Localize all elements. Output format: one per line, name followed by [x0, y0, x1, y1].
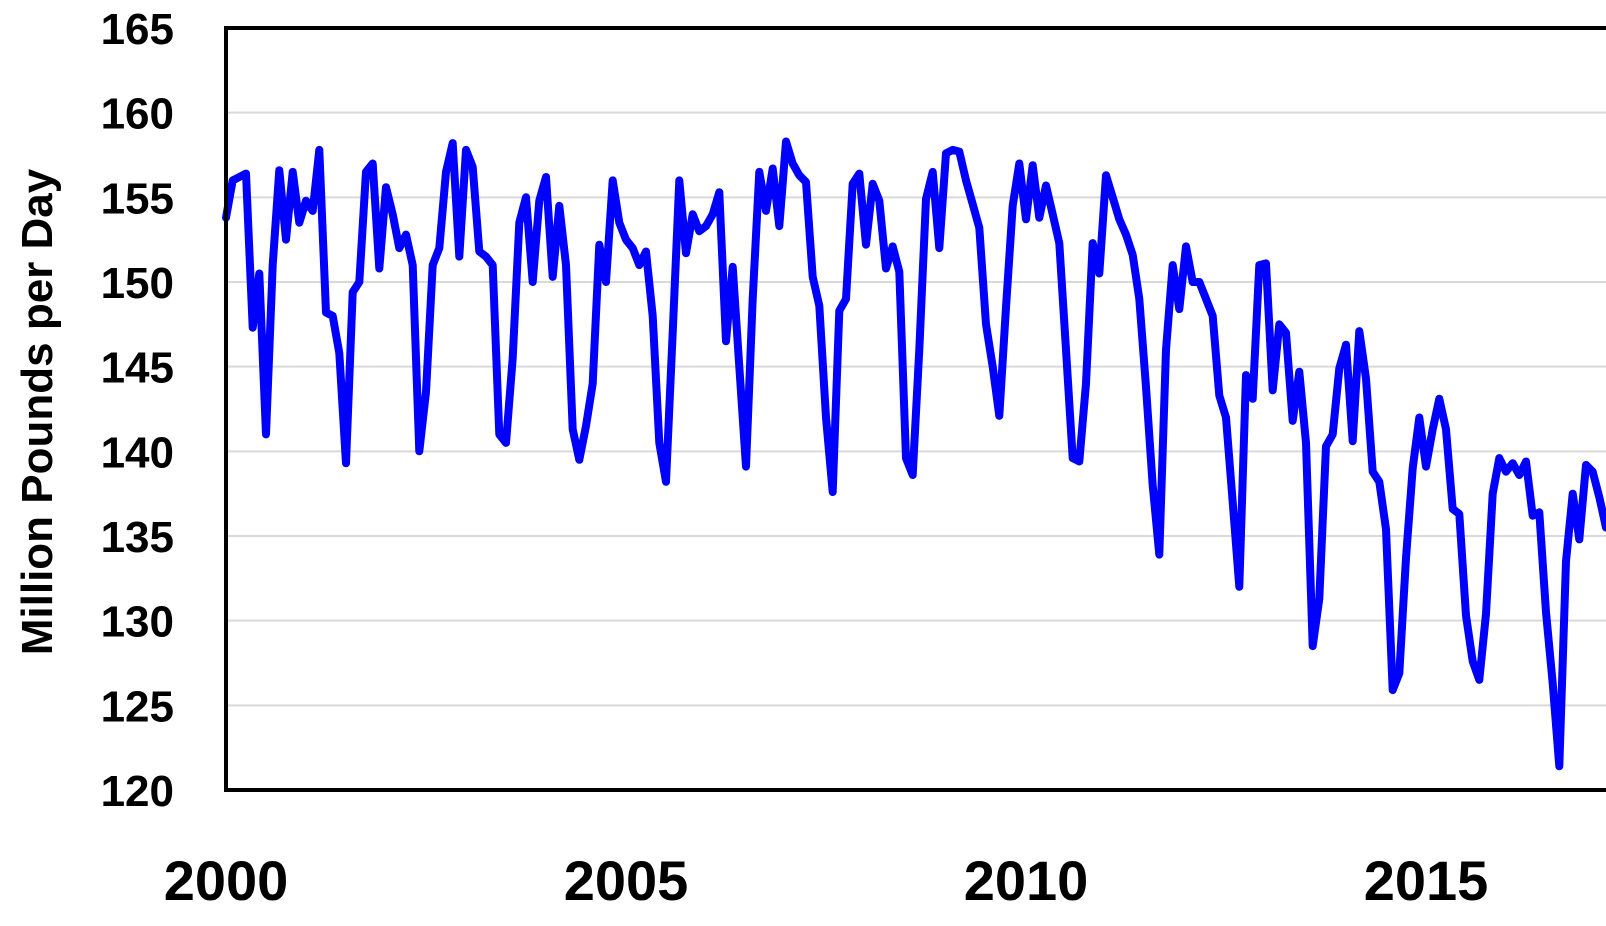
y-axis-title: Million Pounds per Day	[13, 168, 62, 655]
x-tick-label-2005: 2005	[564, 849, 689, 912]
x-tick-label-2010: 2010	[964, 849, 1089, 912]
y-tick-label-140: 140	[101, 428, 174, 477]
y-tick-label-130: 130	[101, 598, 174, 647]
y-axis-ticks: 120 125 130 135 140 145 150 155 160 165	[101, 5, 174, 816]
y-tick-label-150: 150	[101, 259, 174, 308]
plot-frame	[224, 26, 1606, 792]
x-tick-label-2015: 2015	[1364, 849, 1489, 912]
y-tick-label-120: 120	[101, 767, 174, 816]
y-tick-label-165: 165	[101, 5, 174, 54]
y-tick-label-145: 145	[101, 344, 174, 393]
y-tick-label-155: 155	[101, 174, 174, 223]
series-layer	[222, 137, 1606, 771]
x-axis-ticks: 2000 2005 2010 2015	[164, 849, 1489, 912]
series-line-0	[222, 137, 1606, 771]
y-tick-label-135: 135	[101, 513, 174, 562]
y-tick-label-125: 125	[101, 682, 174, 731]
x-tick-label-2000: 2000	[164, 849, 289, 912]
y-tick-label-160: 160	[101, 90, 174, 139]
